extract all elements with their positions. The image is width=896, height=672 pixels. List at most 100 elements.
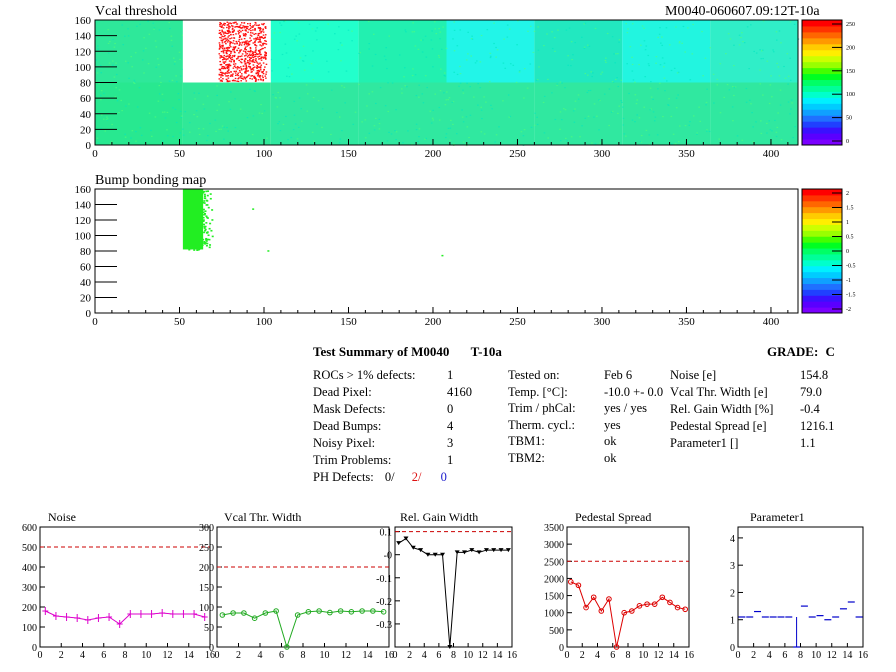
mini-chart-title-2: Rel. Gain Width [400,510,479,524]
mini-1-point-11 [337,608,344,614]
mini-2-xtick-label-4: 4 [422,650,427,661]
mini-0-ytick-label-3: 300 [22,583,37,594]
summary-col3-row-1-label: Vcal Thr. Width [e] [670,385,768,399]
colorbar2-label-0: 2 [846,191,849,197]
colorbar1-swatch-17 [802,37,842,45]
mini-3-point-1 [575,582,582,589]
summary-col1-row-1-label: Dead Pixel: [313,385,372,399]
ph-defects-value-1: 0/ [384,470,395,484]
colorbar1-swatch-20 [802,20,842,27]
mini-1-point-15 [380,609,387,615]
mini-2-point-2 [410,545,416,550]
colorbar2-swatch-0 [802,307,842,314]
bump-bonding-map [95,189,798,313]
mini-2-point-15 [505,548,511,553]
mini-1-point-9 [316,608,322,614]
mini-0-xtick-label-0: 0 [38,650,43,661]
mini-3-xtick-label-6: 6 [610,650,615,661]
colorbar1-swatch-16 [802,43,842,51]
map2-xtick-label-250: 250 [509,316,526,328]
colorbar2-label-4: 0 [846,249,849,255]
summary-col2-row-1-label: Temp. [°C]: [508,384,568,399]
summary-col1-row-2-value: 0 [447,402,454,416]
mini-3-xtick-label-10: 10 [638,650,648,661]
mini-0-xtick-label-2: 2 [59,650,64,661]
mini-1-point-6 [284,644,290,650]
map2-ytick-label-140: 140 [75,200,92,212]
mini-4-ytick-label-0: 0 [730,643,735,654]
mini-3-ytick-label-6: 3000 [544,540,564,551]
ph-defects-value-2: 2/ [411,470,422,484]
mini-3-xtick-label-12: 12 [654,650,664,661]
colorbar2-swatch-2 [802,295,842,302]
mini-1-point-4 [262,610,269,616]
mini-3-ytick-label-1: 500 [549,626,564,637]
colorbar1-frame [801,19,843,146]
colorbar1-swatch-3 [802,121,842,128]
mini-0-ytick-label-0: 0 [32,643,37,654]
mini-2-xtick-label-10: 10 [463,650,473,661]
colorbar2-swatch-10 [802,248,842,255]
mini-1-xtick-label-14: 14 [363,650,373,661]
summary-col2-row-0-label: Tested on: [508,368,560,382]
mini-3-point-6 [613,644,620,650]
colorbar1-label-4: 50 [846,116,852,122]
mini-2-xtick-label-8: 8 [451,650,456,661]
mini-chart-title-0: Noise [48,510,76,524]
colorbar2-label-5: -0.5 [846,264,856,270]
map1-xtick-label-150: 150 [340,148,357,160]
map2-title: Bump bonding map [95,173,207,188]
mini-3-point-4 [598,608,605,614]
mini-4-ytick-label-3: 3 [730,561,735,572]
grade-label: GRADE: C [767,344,835,360]
mini-2-point-9 [461,550,467,555]
summary-temp-tag: T-10a [470,344,502,359]
colorbar1-swatch-11 [802,73,842,81]
mini-0-ytick-label-5: 500 [22,543,37,554]
summary-title-text: Test Summary of M0040 [313,344,450,359]
mini-3-ytick-label-7: 3500 [544,523,564,534]
mini-0-xtick-label-10: 10 [141,650,151,661]
mini-4-xtick-label-12: 12 [827,650,837,661]
mini-0-ytick-label-4: 400 [22,563,37,574]
mini-0-xtick-label-6: 6 [101,650,106,661]
mini-4-xtick-label-16: 16 [858,650,868,661]
mini-1-xtick-label-2: 2 [236,650,241,661]
mini-1-xtick-label-8: 8 [301,650,306,661]
summary-col2-row-2-label: Trim / phCal: [508,401,576,415]
mini-3-point-8 [629,608,635,614]
mini-2-point-4 [425,552,431,557]
mini-2-point-3 [418,548,424,553]
mini-3-point-3 [590,594,597,601]
mini-3-xtick-label-14: 14 [669,650,679,661]
colorbar2-swatch-8 [802,259,842,267]
mini-3-ytick-label-5: 2500 [544,557,564,568]
mini-3-series-line [570,581,686,648]
mini-3-point-14 [674,604,681,611]
mini-chart-title-1: Vcal Thr. Width [224,510,302,524]
mini-2-point-0 [396,541,402,546]
mini-3-point-0 [568,579,574,585]
map2-xtick-label-0: 0 [92,316,98,328]
summary-col3-row-1-value: 79.0 [800,385,822,399]
roc-top-3 [358,20,447,83]
mini-3-xtick-label-0: 0 [565,650,570,661]
colorbar2-swatch-20 [802,189,842,196]
mini-2-point-11 [476,550,482,555]
colorbar2-swatch-11 [802,242,842,249]
mini-0-series-line [45,610,205,625]
mini-3-point-2 [583,604,589,611]
colorbar1-swatch-10 [802,79,842,86]
mini-3-ytick-label-3: 1500 [544,592,564,603]
colorbar2-swatch-9 [802,253,842,261]
colorbar1-swatch-2 [802,127,842,134]
map2-ytick-label-100: 100 [75,231,92,243]
colorbar1-swatch-15 [802,49,842,57]
mini-4-xtick-label-10: 10 [811,650,821,661]
map2-ytick-label-80: 80 [80,246,92,258]
mini-1-xtick-label-4: 4 [258,650,263,661]
colorbar2-swatch-15 [802,218,842,225]
map1-xtick-label-100: 100 [256,148,273,160]
mini-1-ytick-label-2: 100 [199,603,214,614]
map1-xtick-label-400: 400 [763,148,780,160]
